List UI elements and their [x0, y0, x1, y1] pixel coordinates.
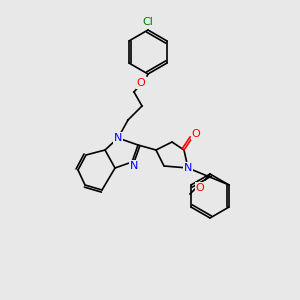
Text: N: N	[130, 161, 138, 171]
Text: O: O	[192, 129, 200, 139]
Text: O: O	[136, 78, 146, 88]
Text: N: N	[184, 163, 192, 173]
Text: O: O	[196, 183, 204, 193]
Text: N: N	[114, 133, 122, 143]
Text: Cl: Cl	[142, 17, 153, 27]
